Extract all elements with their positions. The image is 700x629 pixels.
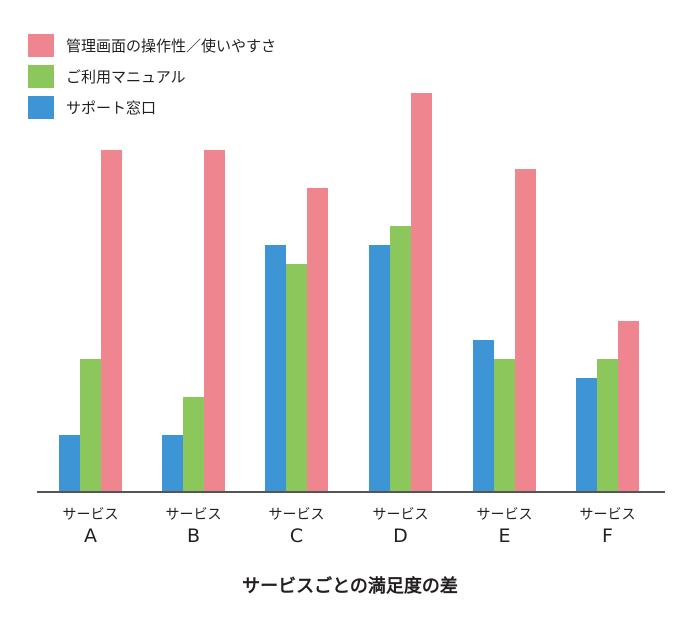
bar-manual-a — [80, 359, 101, 492]
bar-manual-b — [183, 397, 204, 492]
x-tick-label-b: サービス B — [144, 506, 244, 548]
legend: 管理画面の操作性／使いやすさ ご利用マニュアル サポート窓口 — [28, 30, 276, 123]
legend-label-support: サポート窓口 — [66, 99, 157, 117]
x-tick-label-line2: A — [84, 525, 97, 547]
x-tick-label-line2: D — [393, 525, 408, 547]
x-tick-label-line1: サービス — [579, 507, 636, 523]
x-tick-label-line2: B — [186, 525, 201, 547]
bar-support-b — [162, 435, 183, 492]
x-tick-label-line1: サービス — [268, 507, 325, 523]
legend-item-usability: 管理画面の操作性／使いやすさ — [28, 30, 276, 61]
x-tick-label-f: サービス F — [558, 506, 658, 548]
x-tick-label-e: サービス E — [455, 506, 555, 548]
x-tick-label-line1: サービス — [476, 507, 533, 523]
legend-label-manual: ご利用マニュアル — [66, 68, 186, 86]
legend-swatch-support — [28, 96, 54, 119]
bar-usability-b — [204, 150, 225, 492]
bar-support-c — [265, 245, 286, 492]
bar-support-a — [59, 435, 80, 492]
bar-manual-e — [494, 359, 515, 492]
legend-label-usability: 管理画面の操作性／使いやすさ — [66, 37, 277, 55]
bar-manual-c — [286, 264, 307, 492]
legend-swatch-manual — [28, 65, 54, 88]
x-tick-label-line2: E — [498, 525, 511, 547]
x-tick-label-line1: サービス — [165, 507, 222, 523]
bar-usability-d — [411, 93, 432, 492]
x-tick-label-a: サービス A — [41, 506, 141, 548]
bar-usability-a — [101, 150, 122, 492]
x-tick-label-line1: サービス — [62, 507, 119, 523]
legend-item-support: サポート窓口 — [28, 92, 276, 123]
x-tick-label-line2: C — [289, 525, 304, 547]
legend-item-manual: ご利用マニュアル — [28, 61, 276, 92]
bar-support-f — [576, 378, 597, 492]
chart-title: サービスごとの満足度の差 — [242, 576, 458, 597]
bar-manual-f — [597, 359, 618, 492]
bar-support-d — [369, 245, 390, 492]
bar-support-e — [473, 340, 494, 492]
bar-usability-e — [515, 169, 536, 492]
x-tick-label-line1: サービス — [372, 507, 429, 523]
bar-usability-f — [618, 321, 639, 492]
bar-manual-d — [390, 226, 411, 492]
x-tick-label-c: サービス C — [247, 506, 347, 548]
x-tick-label-d: サービス D — [351, 506, 451, 548]
legend-swatch-usability — [28, 34, 54, 57]
x-tick-label-line2: F — [602, 525, 613, 547]
bar-usability-c — [307, 188, 328, 492]
bars-group — [59, 93, 639, 492]
